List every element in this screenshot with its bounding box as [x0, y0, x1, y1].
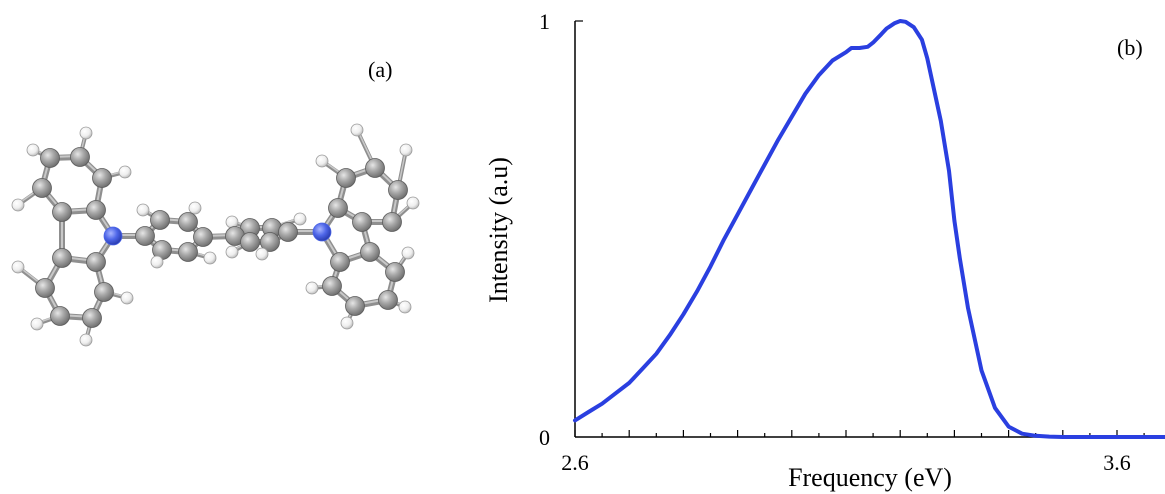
- x-tick-label: 2.6: [561, 450, 589, 475]
- carbon-atom: [82, 308, 102, 328]
- carbon-atom: [50, 306, 70, 326]
- hydrogen-atom: [255, 247, 269, 261]
- hydrogen-atom: [406, 196, 420, 210]
- y-axis-title: Intensity (a.u): [484, 157, 513, 303]
- carbon-atom: [178, 242, 198, 262]
- carbon-atom: [278, 222, 298, 242]
- carbon-atom: [322, 276, 342, 296]
- carbon-atom: [240, 232, 260, 252]
- carbon-atom: [86, 200, 106, 220]
- carbon-atom: [178, 212, 198, 232]
- carbon-atom: [388, 180, 408, 200]
- hydrogen-atom: [79, 333, 93, 347]
- carbon-atom: [70, 147, 90, 167]
- intensity-series-line: [573, 19, 1165, 439]
- hydrogen-atom: [150, 255, 164, 269]
- carbon-atom: [32, 178, 52, 198]
- panel-a-label: (a): [368, 57, 392, 82]
- hydrogen-atom: [136, 203, 150, 217]
- carbon-atom: [345, 296, 365, 316]
- carbon-atom: [52, 202, 72, 222]
- carbon-atom: [92, 168, 112, 188]
- hydrogen-atom: [401, 246, 415, 260]
- hydrogen-atom: [26, 143, 40, 157]
- carbon-atom: [86, 252, 106, 272]
- hydrogen-atom: [79, 126, 93, 140]
- spectrum-chart: (b) 2.6 3.6 0 1 Frequency (eV) Intensity (a…: [484, 9, 1165, 492]
- nitrogen-atom: [312, 222, 332, 242]
- carbon-atom: [378, 290, 398, 310]
- hydrogen-atom: [203, 251, 217, 265]
- hydrogen-atom: [399, 143, 413, 157]
- molecule-ball-and-stick: [11, 123, 420, 347]
- hydrogen-atom: [30, 317, 44, 331]
- carbon-atom: [336, 168, 356, 188]
- carbon-atom: [52, 248, 72, 268]
- hydrogen-atom: [315, 154, 329, 168]
- hydrogen-atom: [11, 260, 25, 274]
- panel-b-label: (b): [1117, 35, 1143, 60]
- carbon-atom: [385, 262, 405, 282]
- hydrogen-atom: [118, 165, 132, 179]
- carbon-atom: [352, 212, 372, 232]
- hydrogen-atom: [11, 198, 25, 212]
- hydrogen-atom: [225, 245, 239, 259]
- hydrogen-atom: [340, 316, 354, 330]
- carbon-atom: [382, 212, 402, 232]
- y-tick-label: 0: [539, 425, 550, 450]
- carbon-atom: [260, 232, 280, 252]
- carbon-atom: [35, 278, 55, 298]
- x-tick-label: 3.6: [1103, 450, 1131, 475]
- molecule-atoms: [11, 123, 420, 347]
- nitrogen-atom: [103, 226, 123, 246]
- hydrogen-atom: [305, 281, 319, 295]
- chart-tick-labels: 2.6 3.6 0 1: [539, 9, 1131, 475]
- carbon-atom: [330, 252, 350, 272]
- carbon-atom: [40, 148, 60, 168]
- chart-ticks: [574, 430, 1145, 437]
- x-axis-title: Frequency (eV): [788, 463, 952, 492]
- carbon-atom: [365, 158, 385, 178]
- carbon-atom: [360, 242, 380, 262]
- y-tick-label: 1: [539, 9, 550, 34]
- molecule-panel: (a): [11, 57, 420, 347]
- hydrogen-atom: [120, 291, 134, 305]
- carbon-atom: [193, 227, 213, 247]
- chart-axes: [574, 20, 1165, 438]
- hydrogen-atom: [398, 300, 412, 314]
- carbon-atom: [94, 282, 114, 302]
- hydrogen-atom: [350, 123, 364, 137]
- hydrogen-atom: [188, 201, 202, 215]
- carbon-atom: [328, 198, 348, 218]
- carbon-atom: [150, 210, 170, 230]
- carbon-atom: [135, 226, 155, 246]
- hydrogen-atom: [293, 212, 307, 226]
